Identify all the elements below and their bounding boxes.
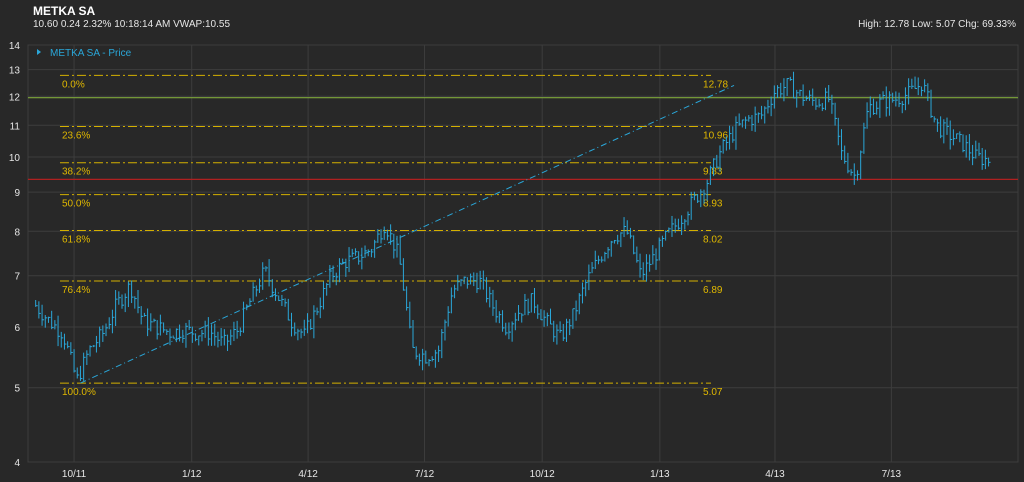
fib-level-label: 76.4% — [62, 285, 90, 296]
legend: METKA SA - Price — [37, 48, 132, 59]
fib-level-price: 8.02 — [703, 234, 723, 245]
y-tick-label: 4 — [14, 458, 20, 469]
y-tick-label: 6 — [14, 323, 20, 334]
y-tick-label: 14 — [9, 41, 21, 52]
low-value: 5.07 — [935, 19, 956, 30]
fib-level-label: 38.2% — [62, 167, 90, 178]
y-tick-label: 7 — [14, 272, 20, 283]
x-tick-label: 4/13 — [765, 469, 785, 480]
legend-marker-icon — [37, 49, 41, 55]
fib-level-price: 8.93 — [703, 199, 723, 210]
fibonacci-levels: 0.0% 12.78 23.6% 10.96 38.2% 9.83 50.0% 8.93 61.… — [59, 74, 728, 398]
trend-line — [80, 84, 735, 384]
vwap-value: 10.55 — [205, 19, 231, 30]
range-stats: High: 12.78 Low: 5.07 Chg: 69.33% — [858, 19, 1016, 30]
y-tick-label: 10 — [9, 153, 21, 164]
chg-value: 69.33% — [982, 19, 1016, 30]
legend-label: METKA SA - Price — [50, 48, 132, 59]
low-label: Low: — [912, 19, 934, 30]
price-change: 0.24 — [60, 19, 81, 30]
plot-frame — [27, 44, 1019, 463]
x-tick-label: 10/11 — [62, 469, 87, 480]
x-tick-label: 10/12 — [530, 469, 555, 480]
x-tick-label: 7/13 — [882, 469, 902, 480]
x-tick-label: 7/12 — [415, 469, 435, 480]
fib-level-price: 12.78 — [703, 79, 728, 90]
price-series — [35, 71, 991, 381]
price-change-pct: 2.32% — [83, 19, 112, 30]
high-label: High: — [858, 19, 882, 30]
y-tick-label: 8 — [14, 227, 20, 238]
chg-label: Chg: — [958, 19, 980, 30]
fib-level-label: 0.0% — [62, 79, 85, 90]
quote-line: 10.60 0.24 2.32% 10:18:14 AM VWAP:10.55 — [33, 19, 230, 30]
x-tick-label: 4/12 — [298, 469, 318, 480]
chart-title: METKA SA — [33, 4, 96, 18]
fib-level-label: 50.0% — [62, 199, 90, 210]
fib-level-price: 6.89 — [703, 285, 723, 296]
x-tick-label: 1/12 — [182, 469, 202, 480]
y-tick-label: 9 — [14, 188, 20, 199]
y-tick-label: 13 — [9, 66, 21, 77]
high-value: 12.78 — [884, 19, 910, 30]
fib-level-label: 61.8% — [62, 234, 90, 245]
vwap-label: VWAP: — [173, 19, 205, 30]
quote-time: 10:18:14 AM — [114, 19, 171, 30]
fib-level-label: 100.0% — [62, 387, 96, 398]
y-axis: 4 5 6 7 8 9 10 11 12 13 14 — [9, 41, 1018, 469]
fib-level-price: 5.07 — [703, 387, 723, 398]
fib-level-label: 23.6% — [62, 130, 90, 141]
y-tick-label: 5 — [14, 384, 20, 395]
x-tick-label: 1/13 — [650, 469, 670, 480]
fib-level-price: 10.96 — [703, 130, 728, 141]
y-tick-label: 11 — [10, 121, 21, 132]
fib-level-price: 9.83 — [703, 167, 723, 178]
y-tick-label: 12 — [9, 92, 21, 103]
x-axis: 10/11 1/12 4/12 7/12 10/12 1/13 4/13 7/13 — [62, 45, 902, 480]
last-price: 10.60 — [33, 19, 59, 30]
